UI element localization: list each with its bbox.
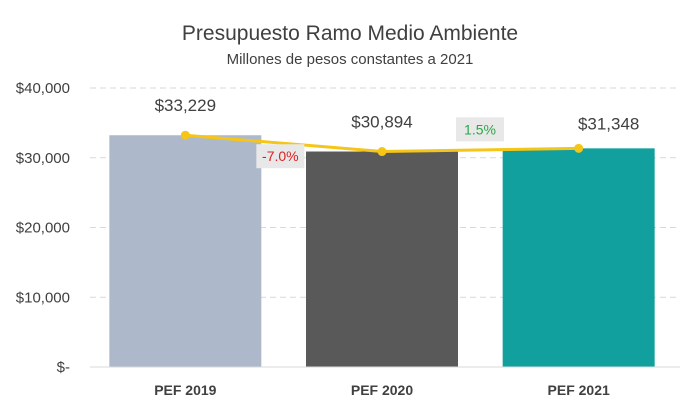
pct-change-label: -7.0% [262, 148, 299, 164]
pct-change-labels: -7.0% 1.5% [256, 117, 504, 169]
x-tick-label: PEF 2021 [548, 382, 610, 398]
trend-point [180, 130, 190, 140]
chart-subtitle: Millones de pesos constantes a 2021 [227, 51, 474, 68]
data-labels: $33,229 $30,894 $31,348 [155, 96, 640, 133]
value-label: $33,229 [155, 96, 216, 115]
x-tick-label: PEF 2020 [351, 382, 413, 398]
x-tick-label: PEF 2019 [154, 382, 216, 398]
bar [109, 135, 262, 367]
y-tick-label: $30,000 [16, 150, 70, 167]
y-tick-label: $40,000 [16, 80, 70, 97]
bars [109, 135, 655, 367]
x-axis: PEF 2019 PEF 2020 PEF 2021 [90, 366, 680, 398]
trend-point [574, 143, 584, 153]
trend-line [180, 130, 584, 157]
y-axis: $- $10,000 $20,000 $30,000 $40,000 [16, 80, 70, 376]
trend-point [377, 147, 387, 157]
value-label: $31,348 [578, 114, 639, 133]
y-tick-label: $10,000 [16, 289, 70, 306]
y-tick-label: $20,000 [16, 220, 70, 237]
bar [306, 151, 458, 367]
value-label: $30,894 [351, 113, 412, 132]
pct-change-box [456, 117, 504, 142]
pct-change-label: 1.5% [464, 121, 496, 137]
bar [502, 148, 655, 367]
y-tick-label: $- [57, 359, 70, 376]
pct-change-box [256, 144, 305, 169]
chart-title: Presupuesto Ramo Medio Ambiente [182, 22, 518, 45]
